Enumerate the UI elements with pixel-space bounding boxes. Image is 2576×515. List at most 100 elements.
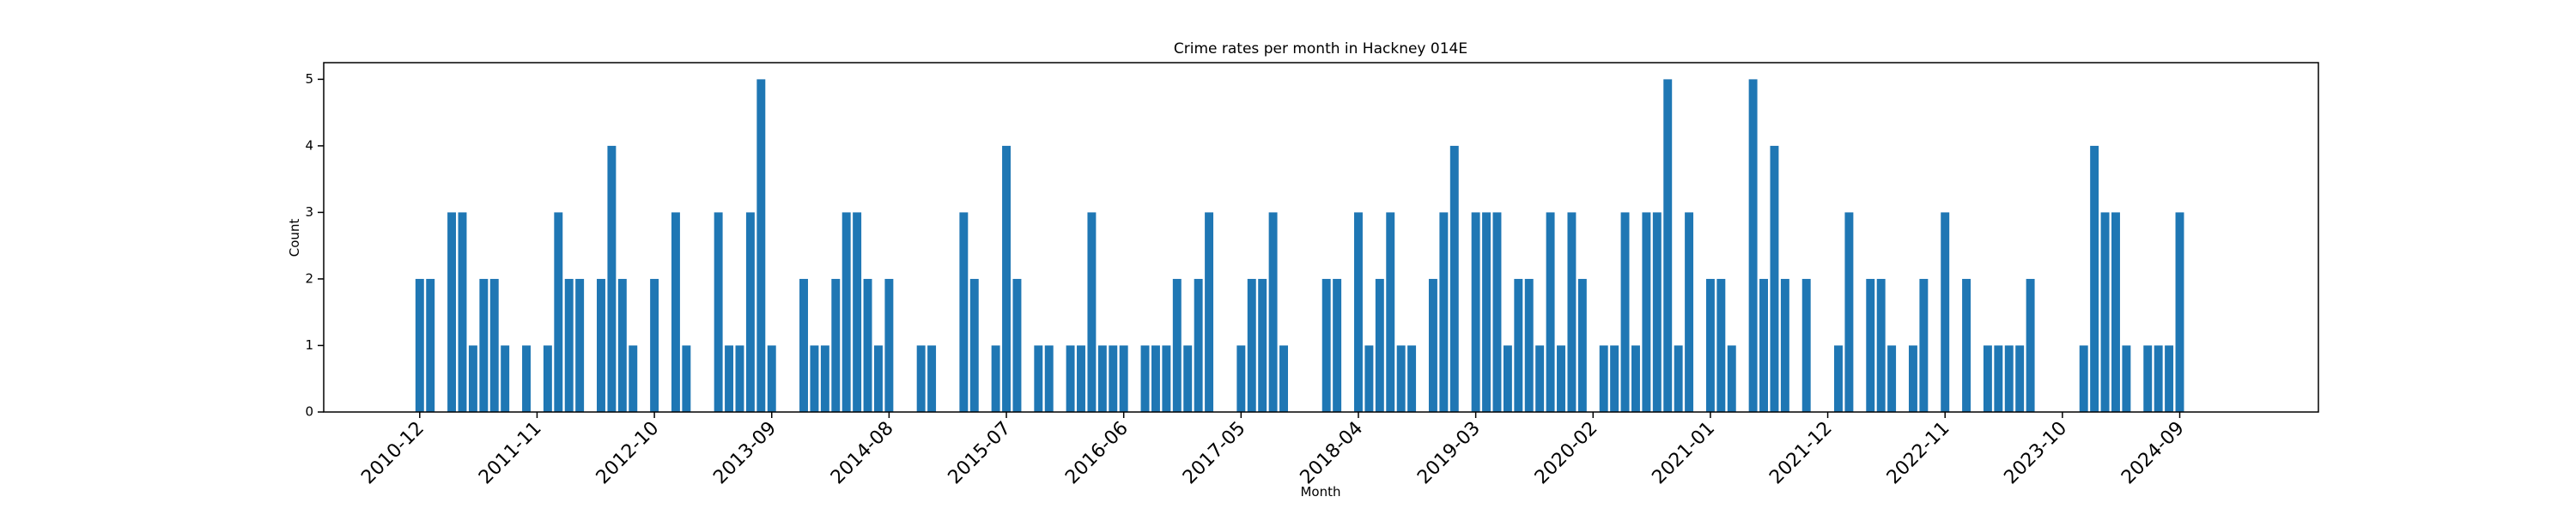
bar	[916, 345, 926, 412]
bar	[1097, 345, 1107, 412]
bar	[810, 345, 819, 412]
bar	[969, 278, 979, 412]
bar	[1642, 212, 1651, 412]
bar	[597, 278, 605, 412]
bar	[1567, 212, 1577, 412]
bar	[1535, 345, 1545, 412]
chart-title: Crime rates per month in Hackney 014E	[1174, 40, 1467, 58]
bar	[1599, 345, 1608, 412]
bar	[501, 345, 510, 412]
bar	[1375, 278, 1384, 412]
bar	[735, 345, 744, 412]
bar	[1919, 278, 1929, 412]
bar	[2165, 345, 2174, 412]
x-tick-label: 2011-11	[475, 418, 546, 489]
bar	[799, 278, 808, 412]
bar	[1109, 345, 1118, 412]
bar	[2026, 278, 2035, 412]
bar	[671, 212, 680, 412]
bar	[1151, 345, 1160, 412]
bar	[1546, 212, 1555, 412]
bar	[1866, 278, 1875, 412]
x-tick-label: 2017-05	[1179, 418, 1250, 489]
y-tick-label: 5	[305, 71, 313, 87]
bar	[1941, 212, 1950, 412]
bar	[1887, 345, 1897, 412]
bar	[575, 278, 585, 412]
x-tick-label: 2012-10	[592, 418, 664, 489]
plot-frame	[323, 62, 2319, 413]
bar	[2143, 345, 2153, 412]
bar	[617, 278, 627, 412]
bar	[1183, 345, 1193, 412]
x-tick-label: 2014-08	[827, 418, 898, 489]
bar	[1492, 212, 1502, 412]
y-tick-label: 4	[305, 137, 313, 153]
y-tick-label: 1	[305, 337, 313, 353]
bar	[1759, 278, 1769, 412]
bar	[1428, 278, 1437, 412]
bar	[1620, 212, 1630, 412]
bar	[2004, 345, 2014, 412]
bar	[863, 278, 872, 412]
bar	[479, 278, 489, 412]
x-tick-label: 2019-03	[1413, 418, 1485, 489]
bar	[991, 345, 1000, 412]
bar	[1162, 345, 1171, 412]
x-tick-label: 2023-10	[2000, 418, 2071, 489]
bar	[1908, 345, 1917, 412]
bar	[1471, 212, 1480, 412]
bar	[2015, 345, 2025, 412]
bar	[1983, 345, 1992, 412]
bar	[1407, 345, 1417, 412]
bar	[1364, 345, 1374, 412]
x-tick-label: 2021-01	[1648, 418, 1719, 489]
bar	[1268, 212, 1278, 412]
bar	[725, 345, 734, 412]
bar	[1034, 345, 1043, 412]
bar	[927, 345, 937, 412]
bar	[1321, 278, 1331, 412]
bar	[1876, 278, 1886, 412]
bar	[767, 345, 776, 412]
y-tick-label: 0	[305, 404, 313, 420]
bar	[2154, 345, 2163, 412]
bar	[1663, 79, 1673, 412]
bar	[415, 278, 424, 412]
bar	[756, 79, 766, 412]
bar	[1844, 212, 1854, 412]
bar	[426, 278, 435, 412]
bar	[1439, 212, 1449, 412]
x-tick-label: 2022-11	[1883, 418, 1954, 489]
bar	[1503, 345, 1512, 412]
x-tick-label: 2020-02	[1531, 418, 1602, 489]
bar	[650, 278, 659, 412]
bar	[1705, 278, 1715, 412]
bar	[1610, 345, 1619, 412]
bar	[1140, 345, 1150, 412]
bar	[629, 345, 638, 412]
bar	[1962, 278, 1971, 412]
bar	[458, 212, 467, 412]
bar	[1685, 212, 1694, 412]
bar	[468, 345, 477, 412]
bar	[1557, 345, 1565, 412]
bar	[1247, 278, 1256, 412]
bar	[853, 212, 862, 412]
x-tick-label: 2013-09	[709, 418, 781, 489]
bar	[522, 345, 531, 412]
bar	[820, 345, 829, 412]
bar	[1748, 79, 1758, 412]
bar	[1652, 212, 1662, 412]
bar	[1194, 278, 1203, 412]
bar	[884, 278, 894, 412]
bar	[1834, 345, 1843, 412]
bar	[2111, 212, 2120, 412]
bar	[1674, 345, 1683, 412]
x-axis-label: Month	[1300, 484, 1340, 500]
bar	[1119, 345, 1128, 412]
bar	[2100, 212, 2110, 412]
bar	[1236, 345, 1246, 412]
bar	[959, 212, 969, 412]
bar	[1333, 278, 1342, 412]
